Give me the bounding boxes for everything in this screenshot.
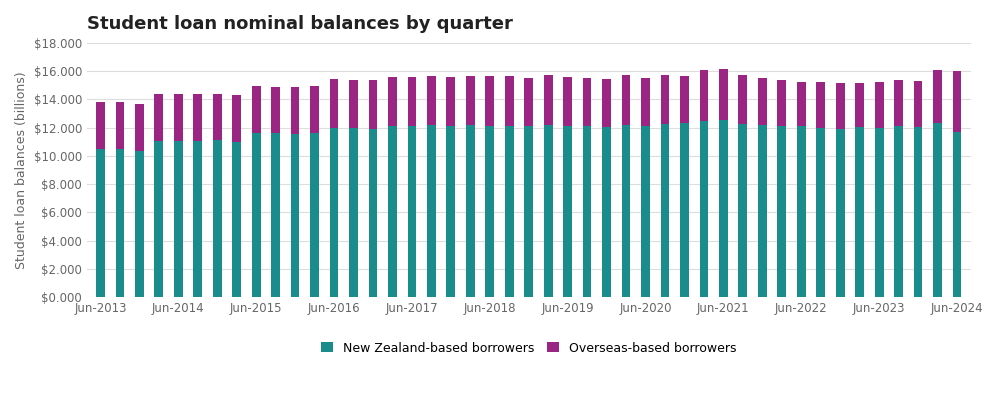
Bar — [232, 142, 241, 297]
Bar — [661, 75, 669, 124]
Bar — [641, 77, 650, 126]
Bar — [758, 77, 767, 125]
Bar — [485, 126, 494, 297]
Bar — [622, 125, 630, 297]
Bar — [816, 128, 825, 297]
Bar — [914, 127, 922, 297]
Bar — [408, 77, 416, 126]
Bar — [953, 132, 961, 297]
Bar — [933, 123, 942, 297]
Bar — [816, 82, 825, 128]
Bar — [310, 86, 319, 133]
Bar — [583, 77, 591, 126]
Bar — [252, 133, 261, 297]
Bar — [855, 83, 864, 127]
Bar — [466, 76, 475, 125]
Bar — [446, 77, 455, 126]
Bar — [777, 126, 786, 297]
Bar — [427, 76, 436, 125]
Bar — [213, 140, 222, 297]
Bar — [797, 82, 806, 126]
Bar — [875, 128, 884, 297]
Bar — [505, 76, 514, 126]
Bar — [602, 79, 611, 127]
Bar — [583, 126, 591, 297]
Bar — [505, 126, 514, 297]
Bar — [524, 126, 533, 297]
Bar — [855, 127, 864, 297]
Bar — [953, 71, 961, 132]
Bar — [836, 83, 845, 129]
Bar — [544, 75, 553, 125]
Bar — [154, 141, 163, 297]
Bar — [719, 69, 728, 120]
Bar — [369, 129, 377, 297]
Bar — [894, 80, 903, 126]
Bar — [232, 95, 241, 142]
Y-axis label: Student loan balances (billions): Student loan balances (billions) — [15, 71, 28, 269]
Bar — [193, 94, 202, 141]
Bar — [894, 126, 903, 297]
Bar — [388, 126, 397, 297]
Bar — [96, 102, 105, 149]
Bar — [680, 124, 689, 297]
Bar — [933, 70, 942, 123]
Bar — [369, 80, 377, 129]
Bar — [271, 133, 280, 297]
Bar — [836, 129, 845, 297]
Bar — [524, 77, 533, 126]
Bar — [213, 94, 222, 140]
Bar — [797, 126, 806, 297]
Bar — [310, 133, 319, 297]
Bar — [408, 126, 416, 297]
Bar — [485, 76, 494, 126]
Bar — [174, 94, 183, 141]
Bar — [349, 80, 358, 129]
Text: Student loan nominal balances by quarter: Student loan nominal balances by quarter — [87, 15, 513, 33]
Bar — [738, 75, 747, 124]
Bar — [193, 141, 202, 297]
Bar — [135, 151, 144, 297]
Bar — [777, 80, 786, 126]
Bar — [466, 125, 475, 297]
Legend: New Zealand-based borrowers, Overseas-based borrowers: New Zealand-based borrowers, Overseas-ba… — [321, 342, 737, 355]
Bar — [563, 126, 572, 297]
Bar — [154, 94, 163, 141]
Bar — [116, 149, 124, 297]
Bar — [738, 124, 747, 297]
Bar — [252, 86, 261, 133]
Bar — [330, 128, 338, 297]
Bar — [914, 81, 922, 127]
Bar — [875, 82, 884, 128]
Bar — [758, 125, 767, 297]
Bar — [388, 77, 397, 126]
Bar — [700, 121, 708, 297]
Bar — [349, 129, 358, 297]
Bar — [641, 126, 650, 297]
Bar — [661, 124, 669, 297]
Bar — [174, 141, 183, 297]
Bar — [291, 87, 299, 134]
Bar — [544, 125, 553, 297]
Bar — [563, 77, 572, 126]
Bar — [96, 149, 105, 297]
Bar — [427, 125, 436, 297]
Bar — [446, 126, 455, 297]
Bar — [680, 76, 689, 124]
Bar — [719, 120, 728, 297]
Bar — [602, 127, 611, 297]
Bar — [700, 70, 708, 121]
Bar — [291, 134, 299, 297]
Bar — [116, 101, 124, 149]
Bar — [622, 75, 630, 125]
Bar — [271, 87, 280, 133]
Bar — [330, 79, 338, 128]
Bar — [135, 104, 144, 151]
